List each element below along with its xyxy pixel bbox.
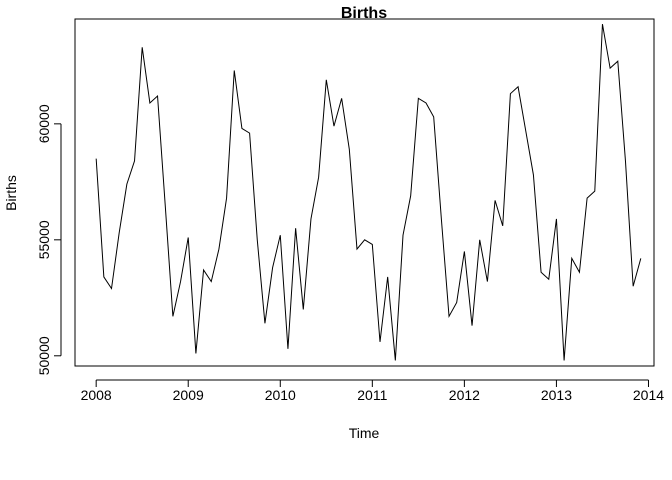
y-axis-label: Births <box>3 175 19 211</box>
x-axis: 2008 2009 2010 2011 2012 2013 2014 <box>81 379 664 403</box>
y-tick-label: 55000 <box>36 220 52 259</box>
y-tick-label: 60000 <box>36 104 52 143</box>
x-tick-label: 2008 <box>81 387 112 403</box>
x-tick-label: 2012 <box>449 387 480 403</box>
x-axis-label: Time <box>349 425 380 441</box>
x-tick-label: 2009 <box>173 387 204 403</box>
x-tick-label: 2014 <box>633 387 664 403</box>
plot-frame <box>74 18 655 367</box>
x-tick-label: 2010 <box>265 387 296 403</box>
y-axis: 50000 55000 60000 <box>36 104 62 375</box>
births-series-line <box>95 24 642 361</box>
y-tick-label: 50000 <box>36 336 52 375</box>
x-tick-label: 2013 <box>541 387 572 403</box>
x-tick-label: 2011 <box>357 387 387 403</box>
chart-title: Births <box>341 5 387 22</box>
